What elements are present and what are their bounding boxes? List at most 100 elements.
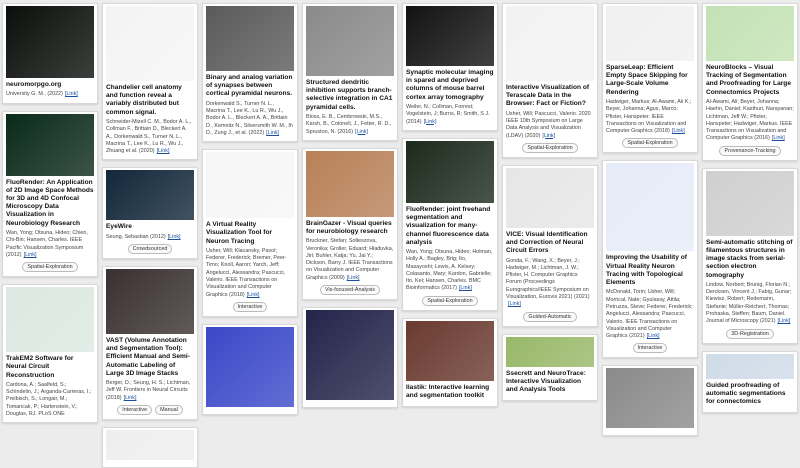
paper-thumbnail: [706, 170, 794, 236]
paper-card[interactable]: Interactive Visualization of Terascale D…: [502, 3, 598, 158]
paper-card[interactable]: VAST (Volume Annotation and Segmentation…: [102, 265, 198, 421]
paper-card[interactable]: Structured dendritic inhibition supports…: [302, 3, 398, 141]
paper-link[interactable]: [Link]: [458, 285, 472, 292]
paper-link[interactable]: [Link]: [542, 132, 556, 139]
tag[interactable]: Guided-Automatic: [523, 311, 577, 322]
paper-link[interactable]: [Link]: [671, 128, 685, 135]
paper-link[interactable]: [Link]: [23, 251, 37, 258]
paper-title: EyeWire: [106, 223, 132, 231]
tag[interactable]: 3D-Registration: [726, 328, 774, 339]
paper-authors: University G. M., (2022): [6, 91, 63, 98]
paper-title: Interactive Visualization of Terascale D…: [506, 84, 590, 108]
paper-link[interactable]: [Link]: [167, 233, 181, 240]
paper-link[interactable]: [Link]: [246, 291, 260, 298]
paper-title: Chandelier cell anatomy and function rev…: [106, 84, 182, 116]
paper-card[interactable]: TrakEM2 Software for Neural Circuit Reco…: [2, 284, 98, 424]
paper-link[interactable]: [Link]: [64, 91, 78, 98]
paper-thumbnail: [706, 353, 794, 379]
paper-thumbnail: [206, 152, 294, 219]
tag[interactable]: Crowdsourced: [127, 243, 173, 254]
paper-thumbnail: [106, 268, 194, 334]
paper-title: FluoRender: joint freehand segmentation …: [406, 205, 491, 246]
paper-link[interactable]: [Link]: [508, 301, 521, 308]
paper-link[interactable]: [Link]: [646, 333, 660, 340]
paper-authors: Bruckner, Stefan; Solteszova, Veronika; …: [306, 238, 394, 281]
paper-meta: Hadwiger, Markus; Al-Awami, Ali K.; Beye…: [606, 99, 694, 135]
tag-list: Spatial-Exploration: [506, 142, 594, 153]
paper-thumbnail: [606, 368, 694, 429]
paper-card[interactable]: NeuroBlocks – Visual Tracking of Segment…: [702, 3, 798, 161]
paper-card[interactable]: EyeWire Seung, Sebastian (2012) [Link] Crow…: [102, 167, 198, 259]
paper-thumbnail: [206, 6, 294, 71]
paper-card[interactable]: FluoRender: joint freehand segmentation …: [402, 137, 498, 311]
tag-list: Guided-Automatic: [506, 311, 594, 322]
paper-authors: Usher, Will; Pascucci, Valerio. 2020 IEE…: [506, 110, 591, 139]
paper-link[interactable]: [Link]: [771, 135, 785, 142]
paper-thumbnail: [406, 320, 494, 381]
paper-thumbnail: [406, 6, 494, 66]
paper-link[interactable]: [Link]: [266, 129, 280, 136]
paper-meta: Dorkenwald S., Turner N. L., Macrina T.,…: [206, 101, 294, 137]
paper-card[interactable]: Improving the Usability of Virtual Reali…: [602, 160, 698, 359]
tag[interactable]: Interactive: [632, 343, 668, 354]
tag[interactable]: Manual: [155, 405, 183, 416]
paper-title: Synaptic molecular imaging in spared and…: [406, 69, 494, 101]
column: SparseLeap: Efficient Empty Space Skippi…: [602, 3, 698, 437]
paper-link[interactable]: [Link]: [423, 118, 437, 125]
paper-meta: Gonda, F.; Wang, X.; Beyer, J.; Hadwiger…: [506, 258, 594, 309]
paper-meta: Bruckner, Stefan; Solteszova, Veronika; …: [306, 238, 394, 282]
paper-card[interactable]: Semi-automatic stitching of filamentous …: [702, 167, 798, 344]
paper-card[interactable]: Guided proofreading of automatic segment…: [702, 350, 798, 414]
tag[interactable]: Interactive: [232, 301, 268, 312]
tag[interactable]: Vis-focused-Analysis: [320, 285, 380, 296]
paper-card[interactable]: Synaptic molecular imaging in spared and…: [402, 3, 498, 131]
paper-card[interactable]: [102, 427, 198, 468]
paper-meta: Schneider-Mizell C. M., Bodor A. L., Col…: [106, 119, 194, 155]
paper-thumbnail: [6, 287, 94, 353]
tag[interactable]: Spatial-Exploration: [622, 138, 678, 149]
paper-card[interactable]: Chandelier cell anatomy and function rev…: [102, 3, 198, 161]
tag[interactable]: Spatial-Exploration: [522, 142, 578, 153]
tag[interactable]: Provenance-Tracking: [719, 145, 781, 156]
paper-card[interactable]: VICE: Visual Identification and Correcti…: [502, 164, 598, 327]
tag[interactable]: Spatial-Exploration: [422, 295, 478, 306]
paper-meta: University G. M., (2022) [Link]: [6, 91, 94, 98]
paper-link[interactable]: [Link]: [777, 318, 791, 325]
paper-card[interactable]: FluoRender: An Application of 2D Image S…: [2, 110, 98, 278]
paper-authors: Al-Awami, Ali; Beyer, Johanna; Haehn, Da…: [706, 98, 794, 142]
tag[interactable]: Spatial-Exploration: [22, 262, 78, 273]
tag-list: Provenance-Tracking: [706, 145, 794, 156]
paper-link[interactable]: [Link]: [156, 148, 170, 155]
paper-card[interactable]: A Virtual Reality Visualization Tool for…: [202, 149, 298, 317]
paper-thumbnail: [106, 170, 194, 221]
paper-thumbnail: [606, 6, 694, 61]
paper-meta: Cardona, A.; Saalfeld, S.; Schindelin, J…: [6, 382, 94, 418]
paper-link[interactable]: [Link]: [346, 274, 360, 281]
paper-title: NeuroBlocks – Visual Tracking of Segment…: [706, 64, 791, 96]
paper-title: Guided proofreading of automatic segment…: [706, 381, 786, 406]
tag-list: Vis-focused-Analysis: [306, 285, 394, 296]
paper-authors: Gonda, F.; Wang, X.; Beyer, J.; Hadwiger…: [506, 257, 590, 301]
tag[interactable]: Interactive: [117, 405, 153, 416]
paper-card[interactable]: [302, 307, 398, 409]
paper-authors: Weiler, N.; Collman, Forrest; Vogelstein…: [406, 103, 490, 125]
tag-list: Interactive Manual: [106, 405, 194, 416]
paper-card[interactable]: neuromorpgo.org University G. M., (2022)[…: [2, 3, 98, 104]
paper-link[interactable]: [Link]: [123, 394, 137, 401]
paper-thumbnail: [406, 140, 494, 203]
paper-thumbnail: [106, 6, 194, 81]
paper-link[interactable]: [Link]: [355, 128, 368, 135]
paper-card[interactable]: BrainGazer - Visual queries for neurobio…: [302, 147, 398, 301]
paper-authors: Cardona, A.; Saalfeld, S.; Schindelin, J…: [6, 381, 92, 418]
paper-card[interactable]: Ssecrett and NeuroTrace: Interactive Vis…: [502, 333, 598, 402]
paper-thumbnail: [6, 113, 94, 176]
paper-card[interactable]: Ilastik: Interactive learning and segmen…: [402, 317, 498, 408]
paper-authors: McDonald, Torin; Usher, Will; Morrical, …: [606, 289, 693, 340]
paper-card[interactable]: SparseLeap: Efficient Empty Space Skippi…: [602, 3, 698, 154]
paper-authors: Seung, Sebastian (2012): [106, 233, 166, 240]
paper-title: Semi-automatic stitching of filamentous …: [706, 238, 793, 279]
column: Interactive Visualization of Terascale D…: [502, 3, 598, 402]
paper-card[interactable]: Binary and analog variation of synapses …: [202, 3, 298, 143]
paper-title: TrakEM2 Software for Neural Circuit Reco…: [6, 355, 74, 379]
paper-card[interactable]: [202, 323, 298, 415]
